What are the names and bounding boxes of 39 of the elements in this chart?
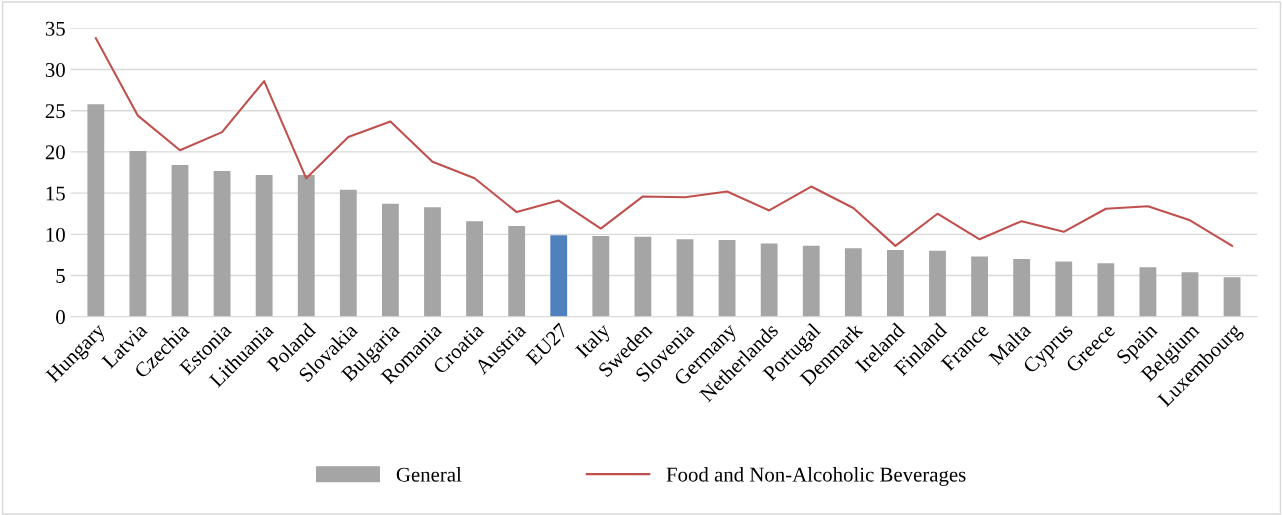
bar xyxy=(1055,261,1073,317)
legend-label: Food and Non-Alcoholic Beverages xyxy=(666,467,966,486)
bar xyxy=(255,175,273,317)
bar xyxy=(129,151,147,317)
bar xyxy=(929,250,946,317)
bar xyxy=(760,243,778,317)
bar xyxy=(802,245,820,317)
bar xyxy=(87,104,105,317)
bar xyxy=(424,207,441,317)
bar xyxy=(1013,259,1031,317)
y-tick-label: 25 xyxy=(45,104,65,119)
bar xyxy=(1139,267,1157,317)
bar xyxy=(718,240,736,317)
bar xyxy=(297,175,315,317)
bar xyxy=(1223,277,1241,317)
y-tick-label: 35 xyxy=(45,21,65,36)
bar xyxy=(971,256,988,317)
bar xyxy=(1181,272,1199,317)
bar xyxy=(634,236,652,317)
line-series xyxy=(94,37,1234,247)
bar xyxy=(887,249,904,317)
bar xyxy=(844,248,862,317)
bar xyxy=(592,235,610,317)
y-tick-label: 20 xyxy=(45,145,65,160)
bar xyxy=(381,203,399,317)
y-tick-label: 0 xyxy=(56,310,65,325)
bar xyxy=(213,170,231,317)
y-tick-label: 30 xyxy=(45,62,65,77)
y-tick-label: 15 xyxy=(46,186,65,201)
bar xyxy=(171,165,189,317)
y-tick-label: 5 xyxy=(56,269,65,283)
legend-label: General xyxy=(396,467,462,482)
bar xyxy=(339,189,357,317)
bar xyxy=(676,239,694,317)
y-tick-label: 10 xyxy=(46,227,65,242)
bar xyxy=(550,235,568,317)
bar xyxy=(508,226,526,317)
bar xyxy=(466,221,483,317)
bar xyxy=(1097,263,1115,317)
